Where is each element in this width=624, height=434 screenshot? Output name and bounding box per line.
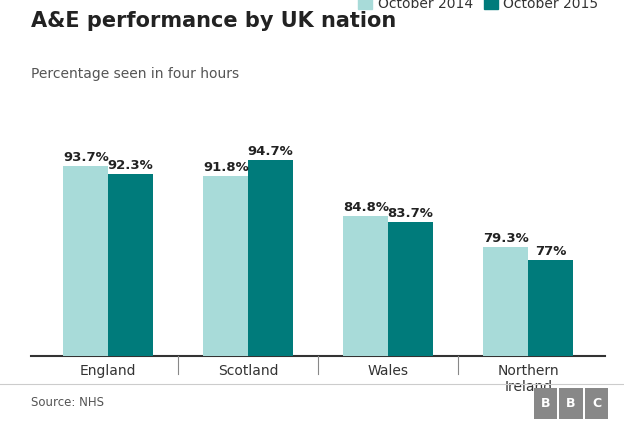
Text: 77%: 77% [535, 245, 567, 258]
Bar [343, 216, 388, 434]
Text: 92.3%: 92.3% [108, 159, 154, 172]
Text: 91.8%: 91.8% [203, 161, 249, 174]
Text: 84.8%: 84.8% [343, 201, 389, 214]
Text: B: B [540, 397, 550, 410]
Text: 83.7%: 83.7% [388, 207, 434, 220]
Bar [388, 222, 433, 434]
Bar [203, 177, 248, 434]
Text: C: C [592, 397, 601, 410]
Text: Source: NHS: Source: NHS [31, 396, 104, 409]
Text: Percentage seen in four hours: Percentage seen in four hours [31, 67, 240, 81]
Bar [484, 247, 529, 434]
Legend: October 2014, October 2015: October 2014, October 2015 [358, 0, 598, 11]
Text: 79.3%: 79.3% [483, 232, 529, 245]
Text: 93.7%: 93.7% [63, 151, 109, 164]
Bar [64, 166, 108, 434]
Text: 94.7%: 94.7% [248, 145, 293, 158]
Bar [248, 160, 293, 434]
Text: B: B [566, 397, 576, 410]
Bar [108, 174, 153, 434]
Bar [529, 260, 573, 434]
Text: A&E performance by UK nation: A&E performance by UK nation [31, 11, 396, 31]
